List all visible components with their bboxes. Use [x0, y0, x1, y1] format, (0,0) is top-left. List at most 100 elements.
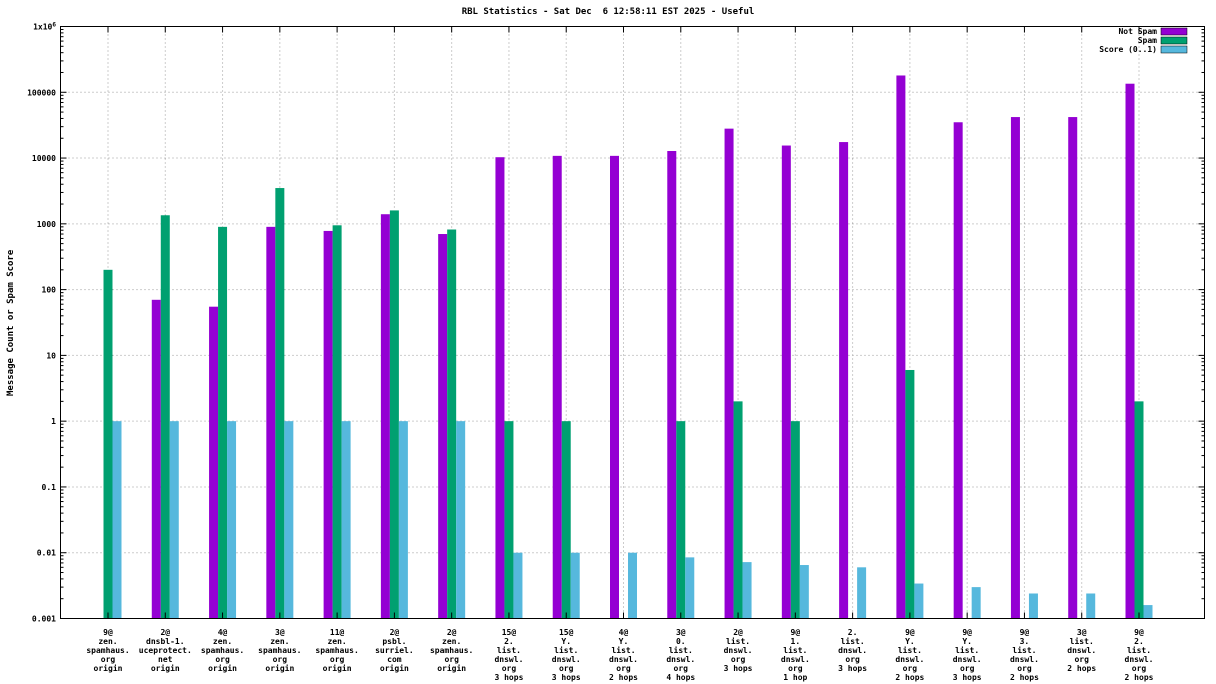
x-tick-label: 2. — [504, 637, 514, 646]
x-tick-label: origin — [437, 663, 466, 673]
x-tick-label: net — [158, 655, 173, 664]
bar-not-spam — [151, 299, 161, 619]
bar-score-0-1 — [914, 583, 924, 619]
bar-spam — [561, 421, 571, 619]
bar-not-spam — [552, 155, 562, 619]
x-tick-label: 2@ — [160, 628, 170, 637]
legend-swatch — [1160, 45, 1188, 54]
x-tick-label: 3@ — [275, 628, 285, 637]
x-tick-label: dnswl. — [609, 655, 638, 664]
x-tick-label: 3 hops — [953, 673, 982, 682]
x-tick-label: psbl. — [382, 637, 406, 646]
x-tick-label: 9@ — [1134, 628, 1144, 637]
x-tick-label: org — [101, 655, 116, 664]
plot-border — [60, 26, 1205, 619]
bar-not-spam — [839, 142, 849, 619]
x-tick-label: origin — [323, 663, 352, 673]
bar-not-spam — [896, 75, 906, 619]
bar-score-0-1 — [341, 421, 351, 619]
x-tick-label: org — [903, 664, 918, 673]
x-tick-label: 2@ — [390, 628, 400, 637]
x-tick-label: dnsbl-1. — [146, 637, 185, 646]
x-tick-label: 11@ — [330, 628, 345, 637]
bar-score-0-1 — [799, 565, 809, 619]
x-tick-label: dnswl. — [1067, 646, 1096, 655]
bar-spam — [218, 226, 228, 619]
x-tick-label: origin — [208, 663, 237, 673]
x-tick-label: list. — [955, 645, 979, 655]
x-tick-label: spamhaus. — [258, 646, 301, 655]
x-tick-label: Y. — [619, 637, 629, 646]
bar-not-spam — [1010, 117, 1020, 619]
x-tick-label: list. — [1012, 645, 1036, 655]
x-tick-label: org — [845, 655, 860, 664]
x-tick-label: dnswl. — [953, 655, 982, 664]
x-tick-label: list. — [1070, 636, 1094, 646]
y-tick-label: 10000 — [32, 154, 56, 163]
bar-score-0-1 — [857, 567, 867, 619]
x-tick-label: dnswl. — [724, 646, 753, 655]
x-tick-label: 3@ — [1077, 628, 1087, 637]
x-tick-label: spamhaus. — [315, 646, 358, 655]
y-tick-label: 1 — [51, 417, 56, 426]
x-tick-label: 15@ — [559, 628, 574, 637]
x-tick-label: 1 hop — [783, 673, 807, 682]
bar-spam — [790, 421, 800, 619]
x-tick-label: dnswl. — [1125, 655, 1154, 664]
x-tick-label: dnswl. — [1010, 655, 1039, 664]
bar-score-0-1 — [742, 562, 752, 619]
x-tick-label: org — [960, 664, 975, 673]
x-tick-label: 9@ — [1020, 628, 1030, 637]
x-tick-label: org — [788, 664, 803, 673]
chart-title: RBL Statistics - Sat Dec 6 12:58:11 EST … — [461, 7, 755, 17]
bar-spam — [447, 229, 457, 619]
y-tick-label: 0.1 — [42, 483, 57, 492]
x-tick-label: 3 hops — [724, 664, 753, 673]
bar-score-0-1 — [398, 421, 408, 619]
x-tick-label: spamhaus. — [86, 646, 129, 655]
x-tick-label: zen. — [213, 637, 232, 646]
x-tick-label: 9@ — [962, 628, 972, 637]
x-tick-label: org — [1132, 664, 1147, 673]
x-tick-label: org — [731, 655, 746, 664]
bar-not-spam — [781, 145, 791, 619]
x-tick-label: list. — [726, 636, 750, 646]
x-tick-label: zen. — [442, 637, 461, 646]
legend-label: Not Spam — [1118, 27, 1157, 36]
x-tick-label: zen. — [98, 637, 117, 646]
x-tick-label: com — [387, 655, 402, 664]
x-tick-label: list. — [898, 645, 922, 655]
bar-score-0-1 — [685, 557, 695, 619]
bar-spam — [676, 421, 686, 619]
bar-spam — [504, 421, 514, 619]
legend-swatch — [1160, 36, 1188, 45]
x-tick-label: dnswl. — [781, 655, 810, 664]
bar-spam — [1134, 401, 1144, 619]
x-tick-label: list. — [1127, 645, 1151, 655]
y-tick-label: 1x106 — [33, 22, 56, 32]
legend-swatch — [1160, 27, 1188, 36]
x-tick-label: list. — [783, 645, 807, 655]
bar-not-spam — [266, 226, 276, 619]
x-tick-label: dnswl. — [494, 655, 523, 664]
x-tick-label: origin — [94, 663, 123, 673]
bar-not-spam — [724, 128, 734, 619]
x-tick-label: org — [215, 655, 230, 664]
bar-spam — [332, 225, 342, 619]
x-tick-label: org — [444, 655, 459, 664]
x-tick-label: 2. — [1134, 637, 1144, 646]
x-tick-label: Y. — [962, 637, 972, 646]
y-tick-label: 1000 — [37, 220, 56, 229]
x-tick-label: org — [1017, 664, 1032, 673]
x-tick-label: 0. — [676, 637, 686, 646]
x-tick-label: 1. — [791, 637, 801, 646]
bar-not-spam — [209, 306, 219, 619]
bar-spam — [733, 401, 743, 619]
x-tick-label: 3 hops — [494, 673, 523, 682]
x-tick-label: surriel. — [375, 645, 414, 655]
bar-score-0-1 — [227, 421, 237, 619]
y-tick-label: 0.01 — [37, 549, 56, 558]
bar-score-0-1 — [284, 421, 294, 619]
x-tick-label: 4@ — [218, 628, 228, 637]
